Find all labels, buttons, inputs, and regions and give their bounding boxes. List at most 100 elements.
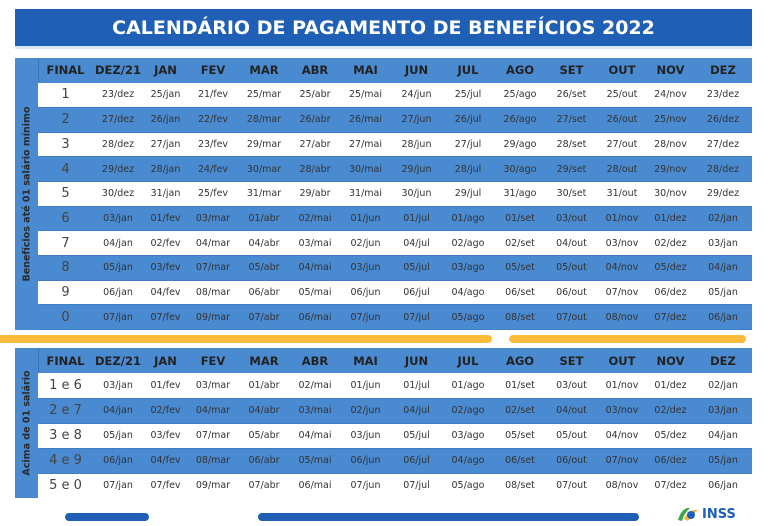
payment-date-cell: 29/jun bbox=[391, 156, 442, 182]
payment-date-cell: 27/jun bbox=[391, 106, 442, 133]
column-header: MAI bbox=[353, 63, 378, 78]
payment-date-cell: 01/jun bbox=[340, 205, 391, 232]
payment-date-cell: 08/nov bbox=[597, 473, 647, 498]
column-header: JUL bbox=[457, 353, 479, 368]
payment-date-cell: 03/mai bbox=[290, 397, 340, 424]
payment-date-cell: 02/dez bbox=[647, 397, 694, 424]
payment-date-cell: 05/jan bbox=[93, 255, 143, 281]
payment-date-cell: 05/dez bbox=[647, 423, 694, 448]
header-row: FINAL DEZ/21 JAN FEV MAR ABR MAI JUN JUL AGO SET OU… bbox=[38, 348, 752, 373]
blue-footer-bar-left bbox=[65, 513, 149, 521]
payment-date-cell: 01/dez bbox=[647, 205, 694, 232]
payment-date-cell: 04/nov bbox=[597, 423, 647, 448]
payment-date-cell: 05/abr bbox=[238, 423, 290, 448]
payment-date-cell: 06/set bbox=[494, 280, 546, 305]
payment-date-cell: 02/set bbox=[494, 230, 546, 256]
payment-date-cell: 03/nov bbox=[597, 230, 647, 256]
payment-date-cell: 01/fev bbox=[143, 373, 188, 398]
payment-date-cell: 04/jul bbox=[391, 397, 442, 424]
column-header: JAN bbox=[154, 63, 177, 78]
payment-date-cell: 03/ago bbox=[442, 423, 494, 448]
payment-date-cell: 01/set bbox=[494, 373, 546, 398]
payment-date-cell: 04/jan bbox=[694, 255, 752, 281]
payment-date-cell: 04/jul bbox=[391, 230, 442, 256]
column-header: DEZ/21 bbox=[95, 63, 141, 78]
table-row: 0 07/jan 07/fev 09/mar 07/abr 06/mai 07/jun 07/… bbox=[38, 304, 752, 331]
payment-date-cell: 02/ago bbox=[442, 397, 494, 424]
payment-date-cell: 07/out bbox=[546, 304, 597, 331]
payment-date-cell: 04/mar bbox=[188, 230, 238, 256]
payment-date-cell: 04/nov bbox=[597, 255, 647, 281]
payment-date-cell: 02/fev bbox=[143, 397, 188, 424]
header-row: FINAL DEZ/21 JAN FEV MAR ABR MAI JUN JUL AGO SET OU… bbox=[38, 58, 752, 83]
column-header: NOV bbox=[656, 353, 685, 368]
payment-date-cell: 24/fev bbox=[188, 156, 238, 182]
payment-date-cell: 23/dez bbox=[694, 82, 752, 108]
payment-date-cell: 07/fev bbox=[143, 304, 188, 331]
column-header: JUN bbox=[404, 63, 429, 78]
payment-date-cell: 06/mai bbox=[290, 304, 340, 331]
column-header: FEV bbox=[200, 353, 226, 368]
final-digit-cell: 4 bbox=[38, 156, 93, 182]
blue-footer-bar-right bbox=[258, 513, 639, 521]
column-header: FINAL bbox=[46, 353, 85, 368]
column-header: NOV bbox=[656, 63, 685, 78]
payment-date-cell: 30/mai bbox=[340, 156, 391, 182]
column-header: DEZ bbox=[710, 63, 736, 78]
payment-date-cell: 01/ago bbox=[442, 205, 494, 232]
payment-date-cell: 02/mai bbox=[290, 205, 340, 232]
payment-date-cell: 04/mai bbox=[290, 423, 340, 448]
payment-date-cell: 03/out bbox=[546, 205, 597, 232]
final-digit-cell: 1 bbox=[38, 82, 93, 108]
payment-date-cell: 05/mai bbox=[290, 447, 340, 474]
table-row: 1 23/dez 25/jan 21/fev 25/mar 25/abr 25/mai 24/… bbox=[38, 82, 752, 108]
payment-date-cell: 25/mai bbox=[340, 82, 391, 108]
payment-date-cell: 26/jul bbox=[442, 106, 494, 133]
payment-date-cell: 01/abr bbox=[238, 373, 290, 398]
table-ate-01-salario: Benefícios até 01 salário mínimo FINAL DE… bbox=[15, 58, 752, 331]
payment-date-cell: 22/fev bbox=[188, 106, 238, 133]
table-row: 8 05/jan 03/fev 07/mar 05/abr 04/mai 03/jun 05/… bbox=[38, 255, 752, 281]
payment-date-cell: 25/nov bbox=[647, 106, 694, 133]
final-digit-cell: 2 e 7 bbox=[38, 397, 93, 424]
payment-date-cell: 07/nov bbox=[597, 280, 647, 305]
payment-date-cell: 25/abr bbox=[290, 82, 340, 108]
column-header: FEV bbox=[200, 63, 226, 78]
payment-date-cell: 29/mar bbox=[238, 132, 290, 157]
payment-date-cell: 05/jan bbox=[694, 280, 752, 305]
payment-date-cell: 29/set bbox=[546, 156, 597, 182]
payment-date-cell: 29/dez bbox=[93, 156, 143, 182]
payment-date-cell: 02/mai bbox=[290, 373, 340, 398]
payment-date-cell: 07/dez bbox=[647, 473, 694, 498]
payment-date-cell: 01/nov bbox=[597, 373, 647, 398]
payment-date-cell: 01/nov bbox=[597, 205, 647, 232]
calendar-table: FINAL DEZ/21 JAN FEV MAR ABR MAI JUN JUL AGO SET OU… bbox=[38, 348, 752, 498]
payment-date-cell: 04/out bbox=[546, 230, 597, 256]
payment-date-cell: 31/ago bbox=[494, 181, 546, 207]
payment-date-cell: 01/jul bbox=[391, 205, 442, 232]
column-header: FINAL bbox=[46, 63, 85, 78]
orange-divider-left bbox=[0, 335, 492, 343]
payment-date-cell: 02/fev bbox=[143, 230, 188, 256]
column-header: OUT bbox=[608, 63, 636, 78]
payment-date-cell: 27/out bbox=[597, 132, 647, 157]
payment-date-cell: 04/out bbox=[546, 397, 597, 424]
table-row: 2 27/dez 26/jan 22/fev 28/mar 26/abr 26/mai 27/… bbox=[38, 106, 752, 133]
payment-date-cell: 03/fev bbox=[143, 423, 188, 448]
payment-date-cell: 28/nov bbox=[647, 132, 694, 157]
payment-date-cell: 05/out bbox=[546, 255, 597, 281]
payment-date-cell: 25/jan bbox=[143, 82, 188, 108]
payment-date-cell: 04/mar bbox=[188, 397, 238, 424]
payment-date-cell: 07/jan bbox=[93, 304, 143, 331]
payment-date-cell: 28/dez bbox=[694, 156, 752, 182]
payment-date-cell: 03/jan bbox=[694, 230, 752, 256]
payment-date-cell: 06/jan bbox=[93, 447, 143, 474]
payment-date-cell: 02/ago bbox=[442, 230, 494, 256]
payment-date-cell: 03/jan bbox=[93, 373, 143, 398]
column-header: DEZ/21 bbox=[95, 353, 141, 368]
payment-date-cell: 02/jun bbox=[340, 230, 391, 256]
final-digit-cell: 1 e 6 bbox=[38, 373, 93, 398]
payment-date-cell: 08/set bbox=[494, 473, 546, 498]
payment-date-cell: 24/nov bbox=[647, 82, 694, 108]
payment-date-cell: 05/ago bbox=[442, 304, 494, 331]
